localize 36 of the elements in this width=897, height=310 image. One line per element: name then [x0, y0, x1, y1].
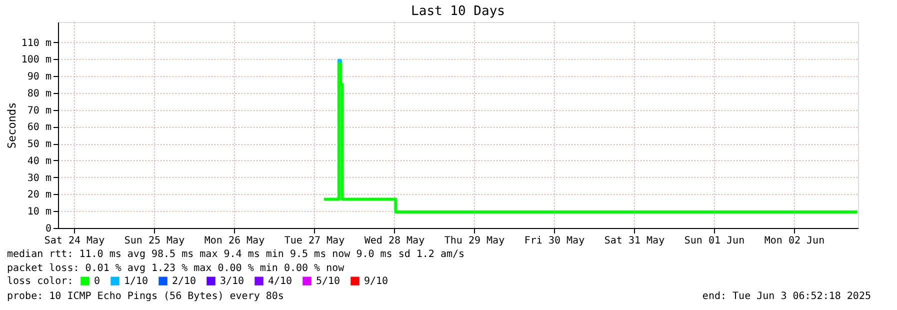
y-tick-label: 10 m [27, 206, 52, 218]
legend-label: 2/10 [172, 276, 196, 288]
x-tick-label: Fri 30 May [524, 236, 585, 246]
text: end: Tue Jun 3 06:52:18 2025 [702, 291, 871, 302]
y-tick-label: 50 m [27, 139, 52, 150]
text: probe: 10 ICMP Echo Pings (56 Bytes) every 80s [7, 291, 284, 302]
x-tick-label: Sat 24 May [44, 236, 105, 246]
y-axis-title: Seconds [5, 102, 18, 149]
legend-label: 5/10 [316, 276, 340, 288]
x-tick-label: Mon 26 May [204, 236, 265, 246]
y-tick-label: 110 m [21, 38, 52, 49]
y-tick-label: 0 [45, 224, 52, 234]
x-tick-label: Mon 02 Jun [764, 236, 825, 246]
y-tick-label: 70 m [27, 105, 52, 116]
x-tick-label: Sat 31 May [604, 236, 665, 246]
y-tick-label: 20 m [27, 190, 52, 201]
y-tick-label: 40 m [27, 156, 52, 167]
x-tick-label: Tue 27 May [284, 236, 345, 246]
y-tick-label: 100 m [21, 54, 52, 66]
y-tick-label: 90 m [27, 72, 52, 83]
y-tick-label: 30 m [27, 172, 52, 184]
legend-label: 3/10 [220, 276, 244, 288]
x-tick-label: Sun 25 May [124, 236, 185, 246]
x-tick-label: Wed 28 May [364, 236, 425, 246]
legend-label: 4/10 [268, 276, 292, 288]
chart-title: Last 10 Days [411, 4, 505, 19]
x-tick-label: Sun 01 Jun [684, 236, 745, 246]
legend-label: 0 [94, 276, 100, 288]
x-tick-label: Thu 29 May [444, 236, 505, 246]
text: packet loss: 0.01 % avg 1.23 % max 0.00 % min 0.00 % now [7, 263, 346, 274]
y-tick-label: 60 m [27, 122, 52, 134]
y-tick-label: 80 m [27, 88, 52, 100]
legend-label: 1/10 [124, 276, 148, 288]
legend-label: 9/10 [364, 276, 388, 288]
text: median rtt: 11.0 ms avg 98.5 ms max 9.4 ms min 9.5 ms now 9.0 ms sd 1.2 am/s [7, 249, 465, 260]
legend-title: loss color: [7, 276, 74, 287]
